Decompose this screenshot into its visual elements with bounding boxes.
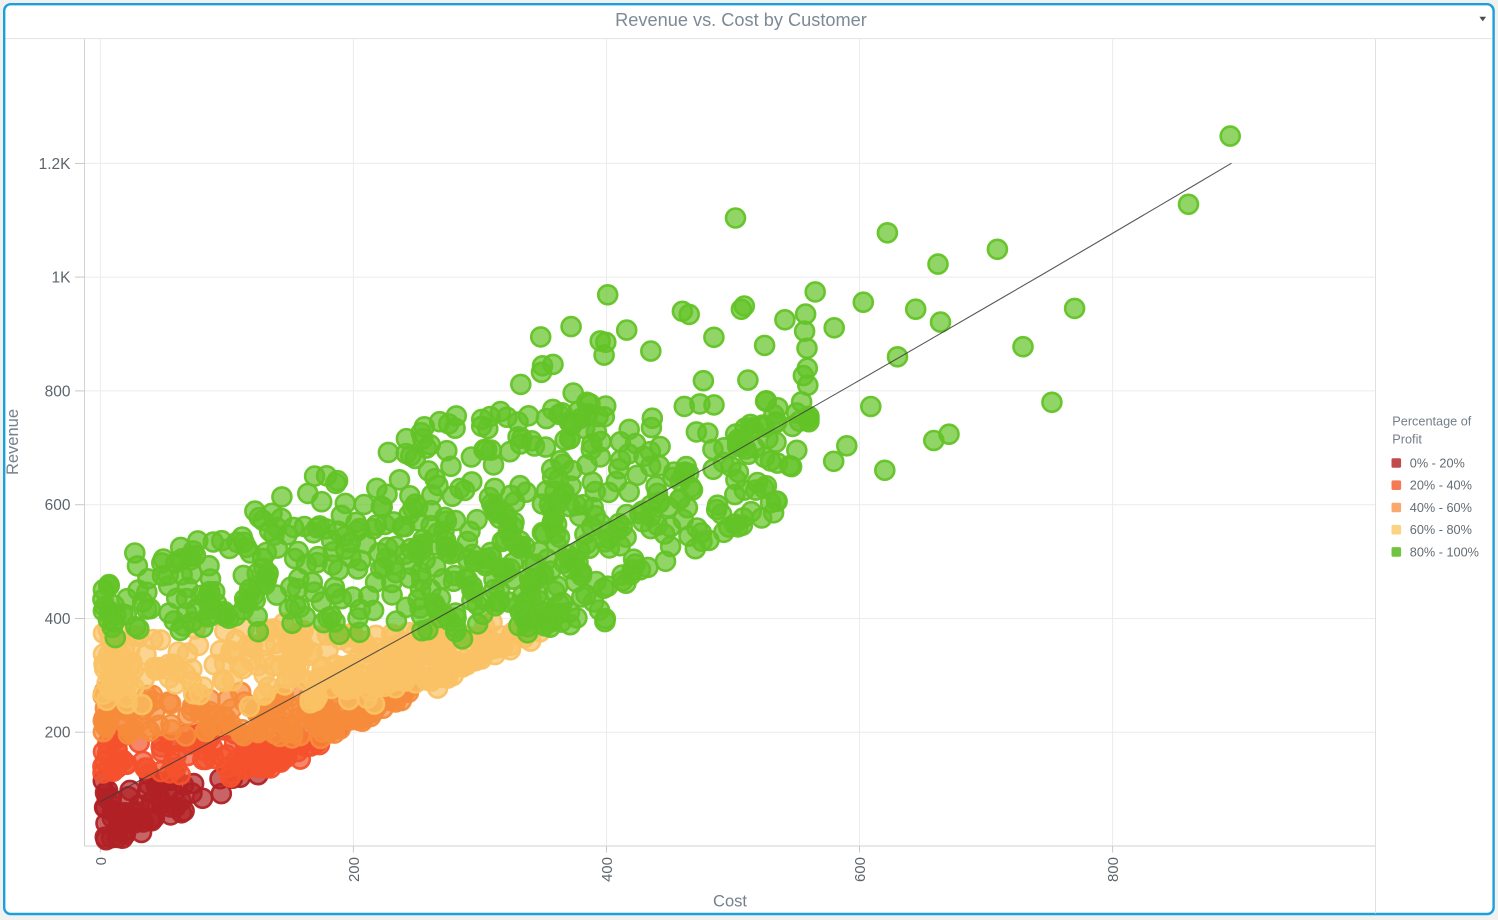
svg-text:800: 800 [1105, 857, 1122, 882]
svg-text:Revenue: Revenue [4, 409, 22, 475]
svg-text:200: 200 [45, 725, 71, 742]
svg-text:600: 600 [852, 857, 869, 882]
svg-text:600: 600 [45, 497, 71, 514]
svg-text:0% - 20%: 0% - 20% [1410, 457, 1465, 471]
svg-text:Revenue vs. Cost by Customer: Revenue vs. Cost by Customer [615, 10, 867, 30]
svg-text:1.2K: 1.2K [39, 156, 72, 173]
svg-text:800: 800 [45, 383, 71, 400]
svg-text:40% - 60%: 40% - 60% [1410, 501, 1472, 515]
svg-text:1K: 1K [52, 270, 72, 287]
svg-text:0: 0 [93, 857, 110, 865]
svg-text:400: 400 [599, 857, 616, 882]
svg-text:400: 400 [45, 611, 71, 628]
svg-text:80% - 100%: 80% - 100% [1410, 545, 1479, 559]
svg-text:60% - 80%: 60% - 80% [1410, 523, 1472, 537]
svg-text:Percentage of: Percentage of [1392, 414, 1471, 428]
svg-text:20% - 40%: 20% - 40% [1410, 479, 1472, 493]
svg-text:Profit: Profit [1392, 433, 1422, 447]
svg-text:200: 200 [346, 857, 363, 882]
svg-text:Cost: Cost [713, 893, 747, 911]
